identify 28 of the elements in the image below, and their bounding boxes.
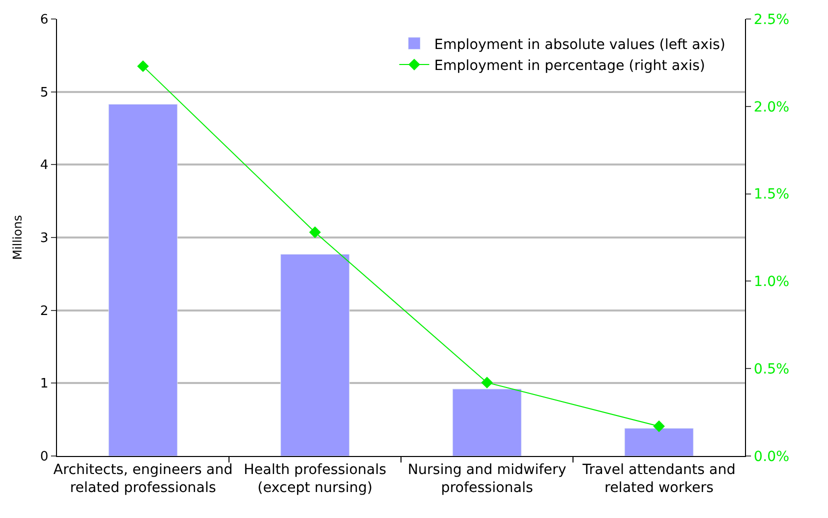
y-tick-label: 5 — [40, 85, 48, 100]
y2-tick-label: 0.0% — [754, 448, 790, 465]
point — [309, 226, 321, 238]
y2-tick-label: 0.5% — [754, 362, 790, 378]
legend-label: Employment in percentage (right axis) — [434, 58, 706, 74]
y-tick-label: 2 — [40, 304, 48, 319]
point — [653, 420, 665, 432]
y-tick-label: 6 — [40, 12, 48, 28]
y-tick-label: 0 — [40, 450, 48, 465]
point — [481, 376, 493, 388]
x-tick-label: Architects, engineers and related professionals — [53, 462, 233, 496]
y-tick-label: 3 — [40, 231, 48, 246]
y2-tick-label: 1.5% — [754, 186, 790, 203]
y2-tick-label: 2.5% — [754, 12, 790, 28]
y-axis-title: Millions — [10, 215, 24, 260]
y-tick-label: 1 — [40, 376, 48, 392]
y2-tick-label: 2.0% — [754, 99, 790, 116]
bar — [108, 104, 178, 456]
y2-tick-label: 1.0% — [754, 274, 790, 290]
bar — [624, 428, 694, 456]
legend-label: Employment in absolute values (left axis) — [434, 36, 726, 53]
point — [137, 60, 149, 72]
y-tick-label: 4 — [40, 158, 48, 174]
bar — [280, 254, 350, 456]
x-tick-label: Nursing and midwifery professionals — [408, 462, 566, 496]
x-tick-label: Health professionals (except nursing) — [244, 462, 386, 496]
bar — [452, 388, 522, 456]
x-tick-label: Travel attendants and related workers — [581, 462, 736, 496]
